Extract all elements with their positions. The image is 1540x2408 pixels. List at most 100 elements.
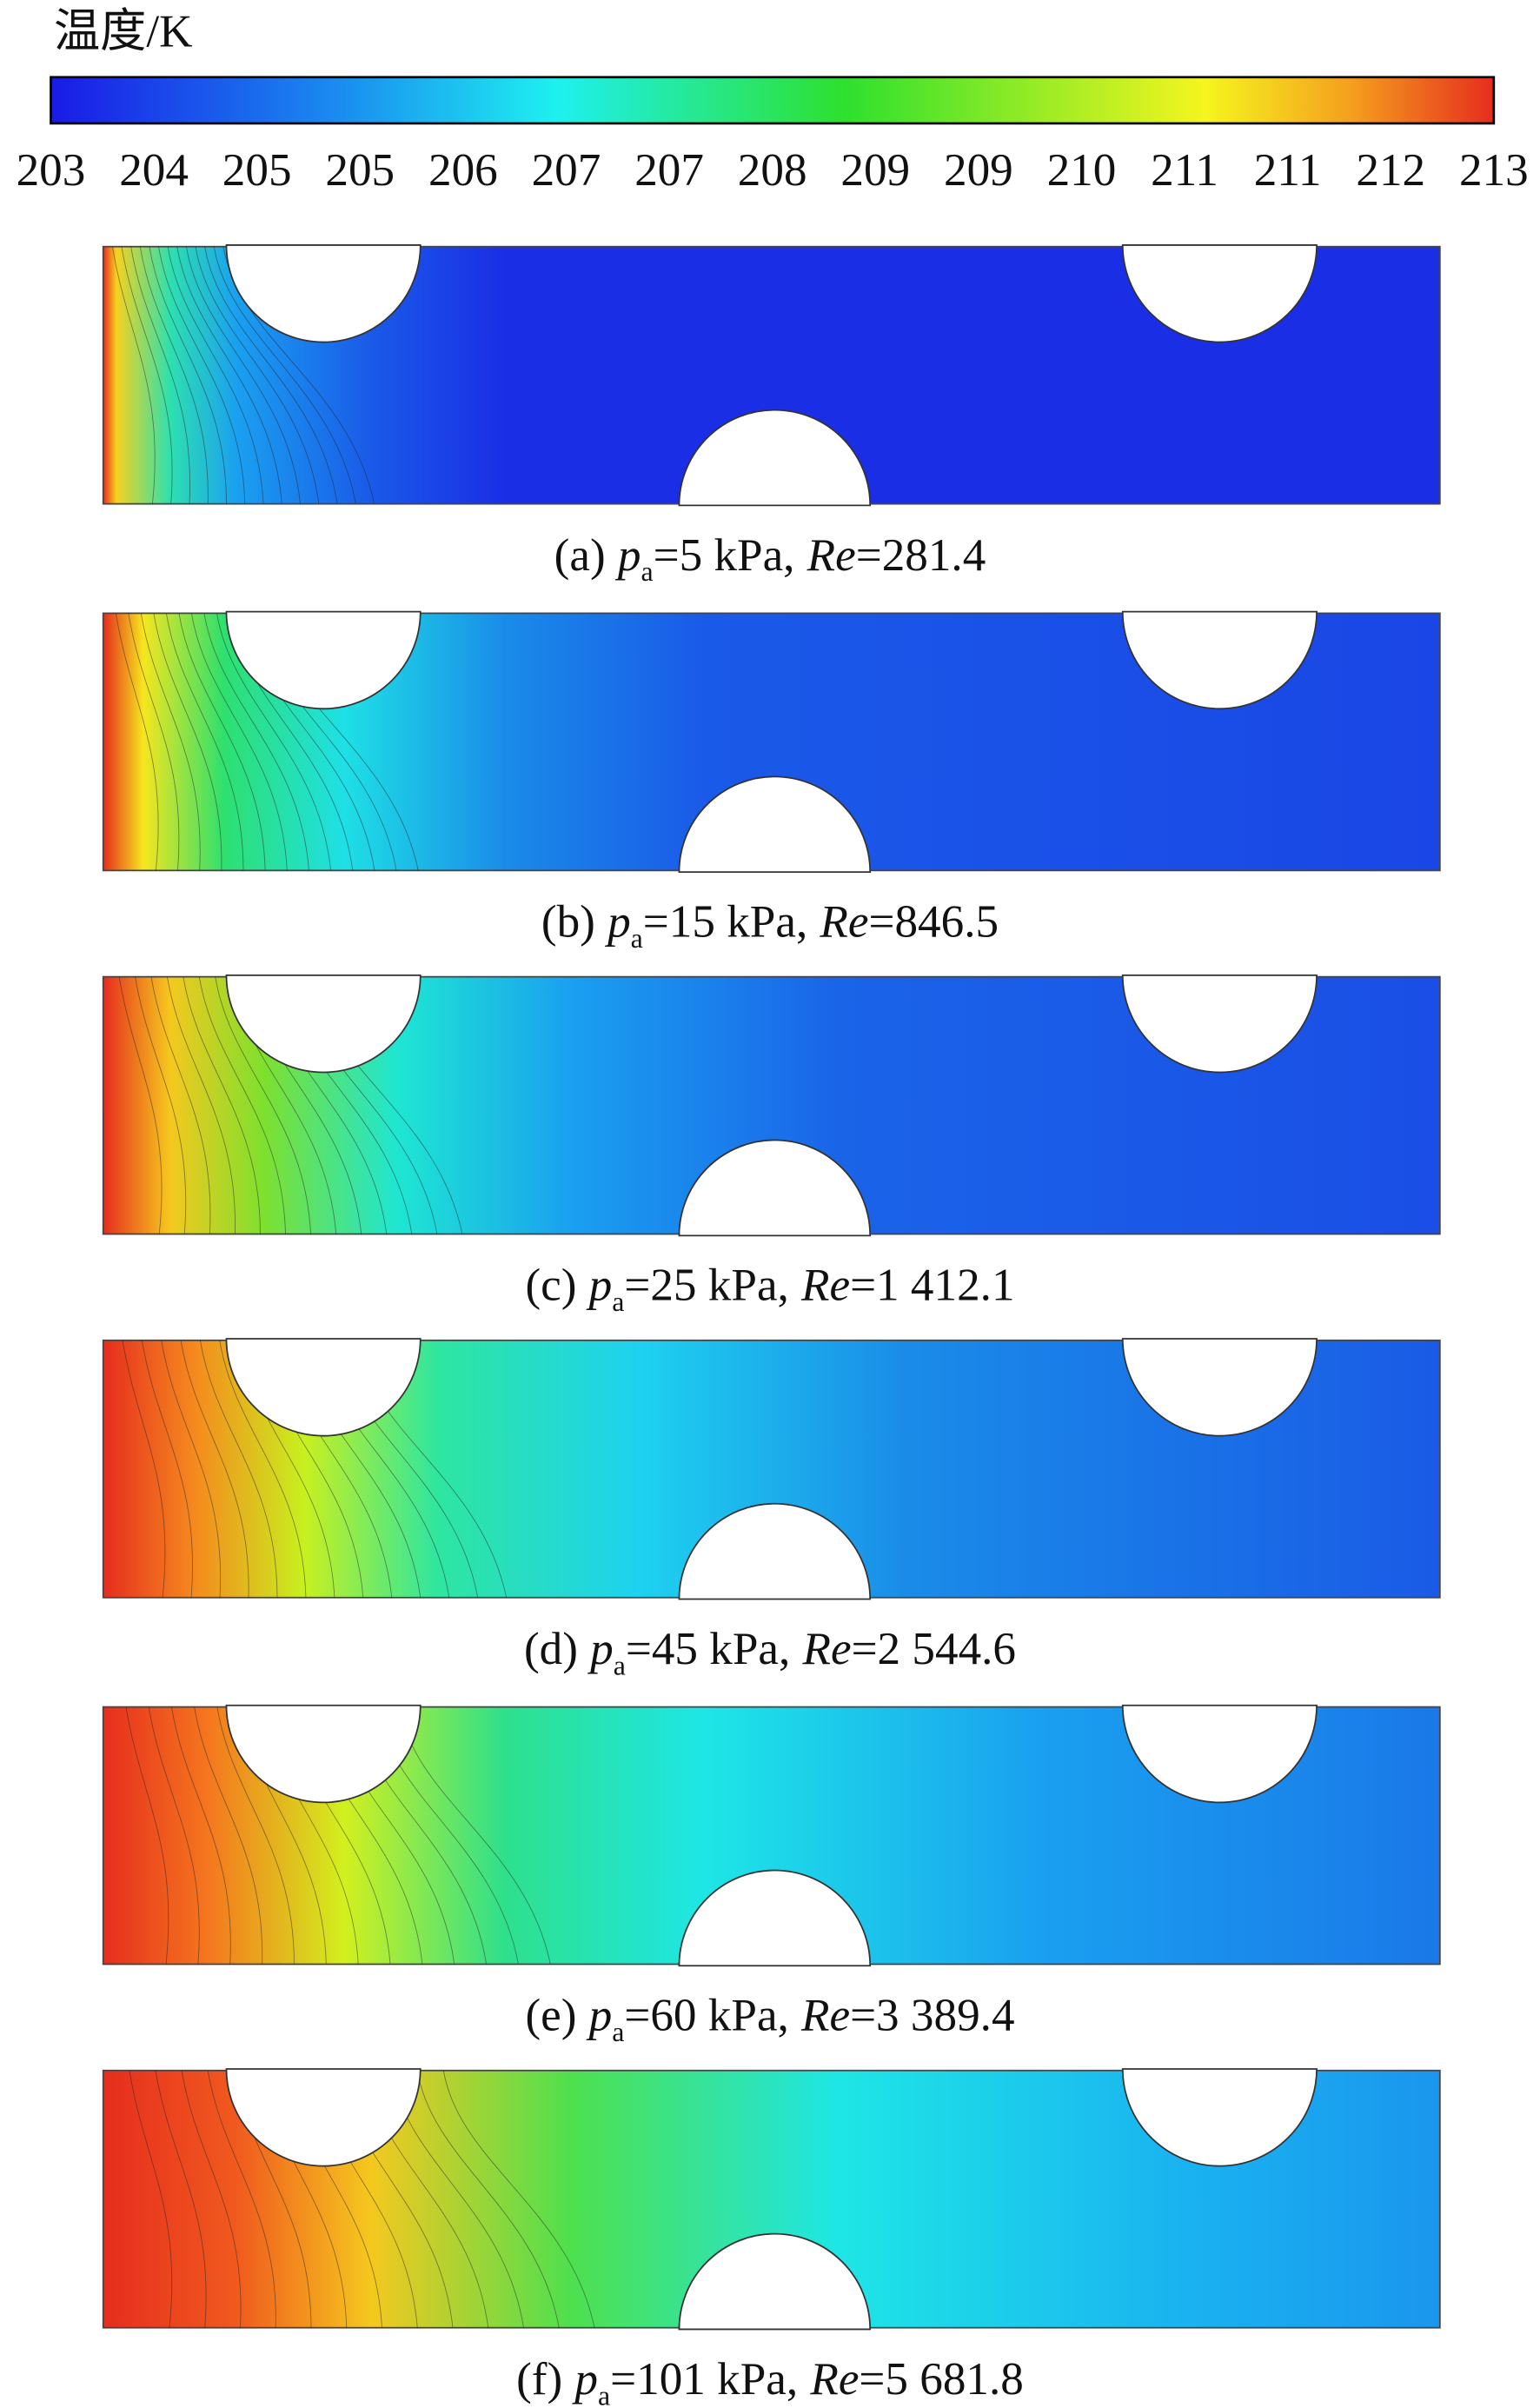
- contour-line: [153, 613, 222, 871]
- pressure-value: =5 kPa,: [654, 530, 795, 581]
- reynolds-value: =846.5: [869, 897, 999, 948]
- contour-line: [115, 613, 159, 871]
- colorbar: [50, 76, 1496, 125]
- pressure-symbol: p: [587, 1624, 614, 1674]
- contour-line: [118, 976, 163, 1234]
- pressure-symbol: p: [614, 530, 641, 581]
- colorbar-tick-label: 210: [1047, 145, 1117, 196]
- contour-line: [149, 246, 227, 504]
- colorbar-tick-label: 206: [428, 145, 498, 196]
- hole: [225, 1704, 422, 1804]
- contour-line: [219, 1340, 307, 1598]
- colorbar-tick-label: 212: [1356, 145, 1425, 196]
- caption-label: (b): [541, 897, 595, 948]
- hole: [678, 1502, 872, 1600]
- pressure-subscript: a: [598, 2380, 610, 2408]
- colorbar-tick-label: 213: [1459, 145, 1529, 196]
- pressure-subscript: a: [641, 556, 653, 587]
- panel-caption: (d) pa=45 kPa, Re=2 544.6: [524, 1624, 1016, 1680]
- colorbar-tick-label: 209: [840, 145, 910, 196]
- hole: [678, 775, 872, 874]
- contour-line: [140, 613, 201, 871]
- colorbar-tick-label: 203: [17, 145, 86, 196]
- contour-line: [129, 2070, 173, 2328]
- contour-line: [195, 246, 320, 504]
- contour-line: [190, 613, 288, 871]
- reynolds-value: =3 389.4: [850, 1991, 1014, 2041]
- colorbar-tick-label: 209: [944, 145, 1013, 196]
- contour-line: [121, 246, 173, 504]
- reynolds-symbol: Re: [819, 897, 868, 948]
- contour-line: [167, 246, 264, 504]
- contour-line: [158, 246, 246, 504]
- contour-line: [135, 976, 187, 1234]
- panel-caption: (a) pa=5 kPa, Re=281.4: [554, 530, 986, 587]
- colorbar-tick-label: 205: [325, 145, 395, 196]
- contour-line: [207, 2070, 276, 2328]
- reynolds-symbol: Re: [807, 530, 856, 581]
- pressure-symbol: p: [604, 897, 631, 948]
- pressure-subscript: a: [631, 923, 643, 954]
- pressure-value: =25 kPa,: [624, 1261, 788, 1311]
- reynolds-symbol: Re: [800, 1261, 850, 1311]
- hole: [225, 2068, 422, 2167]
- hole: [1121, 610, 1318, 710]
- reynolds-value: =5 681.8: [859, 2354, 1023, 2405]
- contour-line: [176, 246, 282, 504]
- contour-line: [216, 1706, 295, 1965]
- colorbar-tick-label: 205: [222, 145, 292, 196]
- panel-caption: (b) pa=15 kPa, Re=846.5: [541, 897, 999, 954]
- contour-line: [199, 1340, 278, 1598]
- contour-line: [130, 246, 191, 504]
- pressure-subscript: a: [614, 1650, 626, 1680]
- pressure-subscript: a: [612, 1287, 624, 1317]
- panel-caption: (c) pa=25 kPa, Re=1 412.1: [525, 1261, 1014, 1317]
- reynolds-value: =1 412.1: [850, 1261, 1014, 1311]
- colorbar-tick-label: 211: [1254, 145, 1322, 196]
- panel-caption: (e) pa=60 kPa, Re=3 389.4: [525, 1991, 1014, 2047]
- contour-line: [161, 1340, 222, 1598]
- hole: [678, 1869, 872, 1967]
- reynolds-value: =2 544.6: [852, 1624, 1016, 1674]
- reynolds-value: =281.4: [856, 530, 986, 581]
- contour-line: [416, 2070, 560, 2328]
- contour-line: [125, 1706, 169, 1965]
- contour-line: [170, 1706, 231, 1965]
- caption-label: (e): [525, 1991, 576, 2041]
- contour-line: [155, 2070, 207, 2328]
- contour-line: [180, 1340, 249, 1598]
- hole: [1121, 244, 1318, 343]
- contour-line: [213, 246, 356, 504]
- contour-line: [181, 2070, 242, 2328]
- reynolds-symbol: Re: [801, 1624, 851, 1674]
- contour-line: [165, 613, 244, 871]
- contour-line: [204, 246, 338, 504]
- hole: [1121, 2068, 1318, 2167]
- hole: [225, 610, 422, 710]
- contour-line: [139, 246, 209, 504]
- contour-line: [122, 1340, 166, 1598]
- hole: [225, 1338, 422, 1437]
- pressure-symbol: p: [571, 2354, 598, 2405]
- pressure-symbol: p: [586, 1991, 613, 2041]
- panel-caption: (f) pa=101 kPa, Re=5 681.8: [516, 2354, 1024, 2408]
- pressure-subscript: a: [612, 2017, 624, 2047]
- pressure-value: =45 kPa,: [626, 1624, 790, 1674]
- hole: [1121, 974, 1318, 1074]
- colorbar-tick-label: 211: [1151, 145, 1218, 196]
- contour-line: [185, 246, 301, 504]
- hole: [1121, 1704, 1318, 1804]
- colorbar-tick-label: 207: [532, 145, 601, 196]
- contour-line: [194, 1706, 263, 1965]
- hole: [678, 1139, 872, 1237]
- pressure-symbol: p: [586, 1261, 613, 1311]
- colorbar-tick-label: 208: [738, 145, 807, 196]
- reynolds-symbol: Re: [800, 1991, 850, 2041]
- contour-line: [150, 976, 211, 1234]
- hole: [678, 409, 872, 507]
- caption-label: (c): [525, 1261, 576, 1311]
- contour-line: [442, 2070, 595, 2328]
- contour-line: [198, 976, 286, 1234]
